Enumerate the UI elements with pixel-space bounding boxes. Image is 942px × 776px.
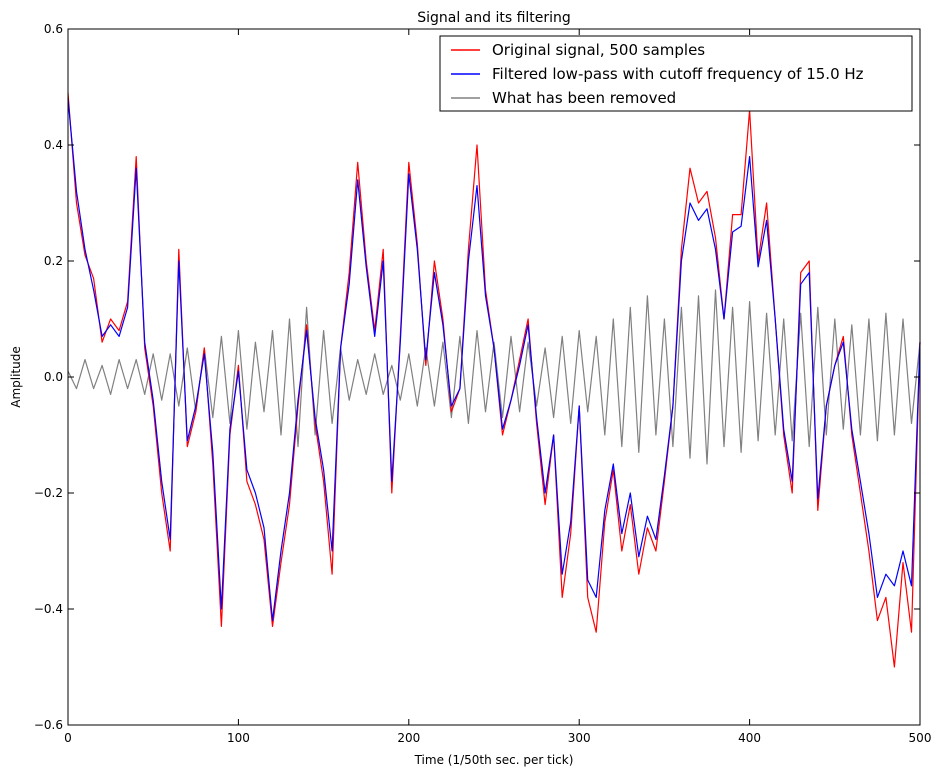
chart-title: Signal and its filtering xyxy=(417,10,571,26)
legend-label-removed: What has been removed xyxy=(492,89,676,107)
y-tick-label: −0.6 xyxy=(34,718,63,732)
y-tick-label: 0.2 xyxy=(44,254,63,268)
legend-label-filtered: Filtered low-pass with cutoff frequency … xyxy=(492,65,864,83)
series-line-2 xyxy=(67,289,921,465)
tick-layer: 0 100 200 300 400 500 −0.6 −0.4 −0.2 0.0 0.2 0.4 0.6 xyxy=(34,22,932,745)
series-layer xyxy=(67,92,921,668)
x-tick-label: 300 xyxy=(568,731,591,745)
y-tick-label: 0.0 xyxy=(44,370,63,384)
y-axis-label: Amplitude xyxy=(9,346,23,408)
x-tick-label: 0 xyxy=(64,731,72,745)
y-tick-label: −0.2 xyxy=(34,486,63,500)
legend: Original signal, 500 samples Filtered lo… xyxy=(439,35,913,112)
y-tick-label: −0.4 xyxy=(34,602,63,616)
x-tick-label: 100 xyxy=(227,731,250,745)
x-tick-label: 400 xyxy=(738,731,761,745)
legend-box xyxy=(439,35,913,112)
x-tick-label: 200 xyxy=(397,731,420,745)
x-tick-label: 500 xyxy=(909,731,932,745)
legend-label-original: Original signal, 500 samples xyxy=(492,41,705,59)
y-tick-label: 0.6 xyxy=(44,22,63,36)
series-line-1 xyxy=(67,98,921,622)
y-tick-label: 0.4 xyxy=(44,138,63,152)
x-axis-label: Time (1/50th sec. per tick) xyxy=(414,753,574,767)
